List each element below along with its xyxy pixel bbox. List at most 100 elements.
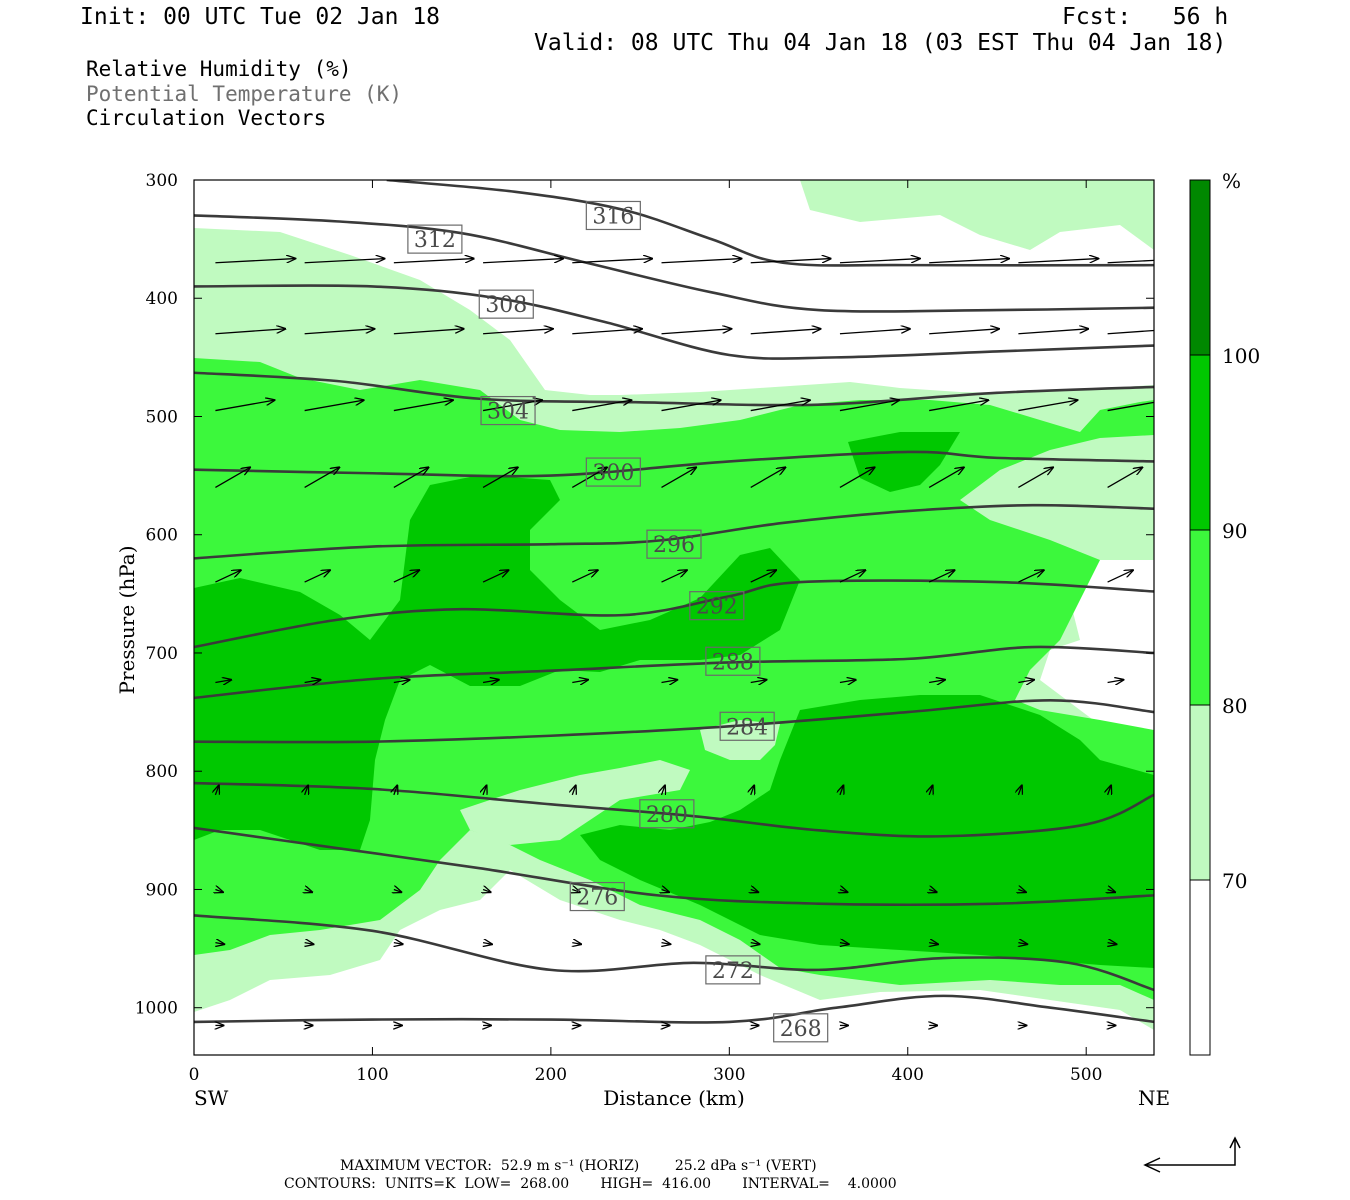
theta-label-text: 312 — [414, 228, 456, 253]
circulation-vector — [215, 329, 285, 335]
theta-label-308: 308 — [478, 289, 534, 319]
colorbar-band-100 — [1189, 179, 1211, 356]
theta-label-316: 316 — [585, 200, 641, 231]
theta-label-text: 308 — [485, 293, 527, 318]
circulation-vector — [215, 570, 240, 583]
circulation-vector — [929, 889, 937, 892]
circulation-vector — [1108, 785, 1111, 794]
theta-label-text: 272 — [712, 959, 754, 984]
circulation-vector — [393, 259, 474, 264]
circulation-vector — [393, 570, 419, 583]
theta-label-304: 304 — [480, 395, 536, 426]
circulation-vector — [482, 680, 499, 683]
circulation-vector — [1018, 259, 1098, 264]
circulation-vector — [929, 259, 1009, 264]
valid-time: Valid: 08 UTC Thu 04 Jan 18 (03 EST Thu … — [534, 30, 1227, 56]
contour-info-note: CONTOURS: UNITS=K LOW= 268.00 HIGH= 416.… — [284, 1176, 897, 1192]
theta-label-box — [639, 799, 695, 829]
circulation-vector — [483, 259, 563, 264]
theta-label-box — [719, 711, 775, 741]
circulation-vector — [304, 467, 340, 488]
circulation-vector — [215, 943, 224, 945]
circulation-vector — [1018, 570, 1043, 583]
circulation-vector — [750, 259, 831, 264]
theta-contour-268 — [194, 994, 1154, 1024]
circulation-vector — [215, 400, 274, 412]
x-tick-label: 500 — [1070, 1065, 1102, 1085]
circulation-vector — [304, 680, 321, 683]
circulation-vector — [1108, 889, 1116, 892]
theta-contour-316 — [386, 180, 1154, 267]
theta-field-title: Potential Temperature (K) — [86, 82, 403, 106]
circulation-vector — [662, 889, 670, 892]
theta-label-text: 280 — [646, 803, 688, 828]
circulation-vector — [661, 259, 742, 264]
circulation-vector — [1107, 259, 1154, 264]
theta-label-box — [773, 1013, 829, 1043]
circulation-vector — [215, 785, 218, 794]
rh-area-90-upper — [848, 432, 960, 492]
circulation-vector — [572, 785, 575, 794]
vector-field-title: Circulation Vectors — [86, 106, 327, 130]
theta-label-box — [705, 955, 761, 985]
circulation-vector — [571, 467, 607, 488]
circulation-vector — [482, 400, 542, 412]
colorbar-label-70: 70 — [1222, 869, 1247, 893]
circulation-vector — [1018, 943, 1027, 945]
circulation-vector — [572, 400, 631, 412]
theta-label-box — [480, 395, 536, 426]
colorbar: % 70 80 90 100 — [1189, 169, 1260, 1056]
circulation-vector — [572, 329, 642, 335]
theta-contour-284 — [194, 698, 1154, 744]
y-tick-label: 800 — [146, 762, 178, 782]
circulation-vector — [750, 329, 821, 335]
theta-label-296: 296 — [646, 529, 702, 559]
theta-contour-296 — [194, 503, 1154, 560]
theta-contour-288 — [194, 645, 1154, 700]
circulation-vector — [215, 889, 223, 892]
circulation-vector — [305, 785, 308, 794]
colorbar-band-white — [1189, 879, 1211, 1056]
theta-contour-292 — [194, 579, 1154, 649]
y-tick-label: 500 — [146, 407, 178, 427]
circulation-vector — [1018, 400, 1077, 412]
circulation-vector — [840, 889, 848, 892]
circulation-vector — [483, 889, 491, 892]
theta-label-box — [646, 529, 702, 559]
circulation-vector — [839, 680, 856, 683]
circulation-vector — [662, 785, 665, 794]
theta-label-268: 268 — [773, 1013, 829, 1043]
circulation-vector — [1018, 889, 1026, 892]
circulation-vector — [304, 570, 330, 583]
rh-area-70-pocket — [460, 760, 690, 845]
circulation-vector — [1107, 329, 1154, 335]
circulation-vector — [1107, 570, 1133, 583]
circulation-vector — [482, 467, 518, 488]
theta-label-284: 284 — [719, 711, 775, 741]
circulation-vector — [394, 943, 403, 945]
theta-contour-280 — [194, 781, 1154, 838]
y-axis-label: Pressure (hPa) — [115, 546, 139, 695]
circulation-vector — [750, 467, 786, 488]
y-tick-label: 600 — [146, 526, 178, 546]
circulation-vector — [1018, 680, 1034, 683]
theta-contour-308 — [194, 284, 1154, 360]
theta-label-text: 300 — [592, 461, 634, 486]
circulation-vector — [661, 680, 678, 683]
rh-area-90-left — [194, 475, 800, 850]
theta-label-276: 276 — [569, 881, 625, 912]
x-tick-label: 400 — [892, 1065, 924, 1085]
reference-vector-icon — [1143, 1136, 1241, 1173]
circulation-vector — [483, 329, 553, 335]
theta-label-text: 304 — [487, 400, 529, 425]
colorbar-band-70 — [1189, 704, 1211, 881]
circulation-vector — [304, 329, 375, 335]
circulation-vector — [572, 943, 581, 945]
circulation-vector — [751, 889, 759, 892]
theta-contour-312 — [194, 214, 1154, 313]
circulation-vector — [929, 329, 999, 335]
theta-label-312: 312 — [407, 224, 463, 254]
theta-label-288: 288 — [705, 646, 761, 676]
circulation-vector — [1107, 401, 1154, 412]
